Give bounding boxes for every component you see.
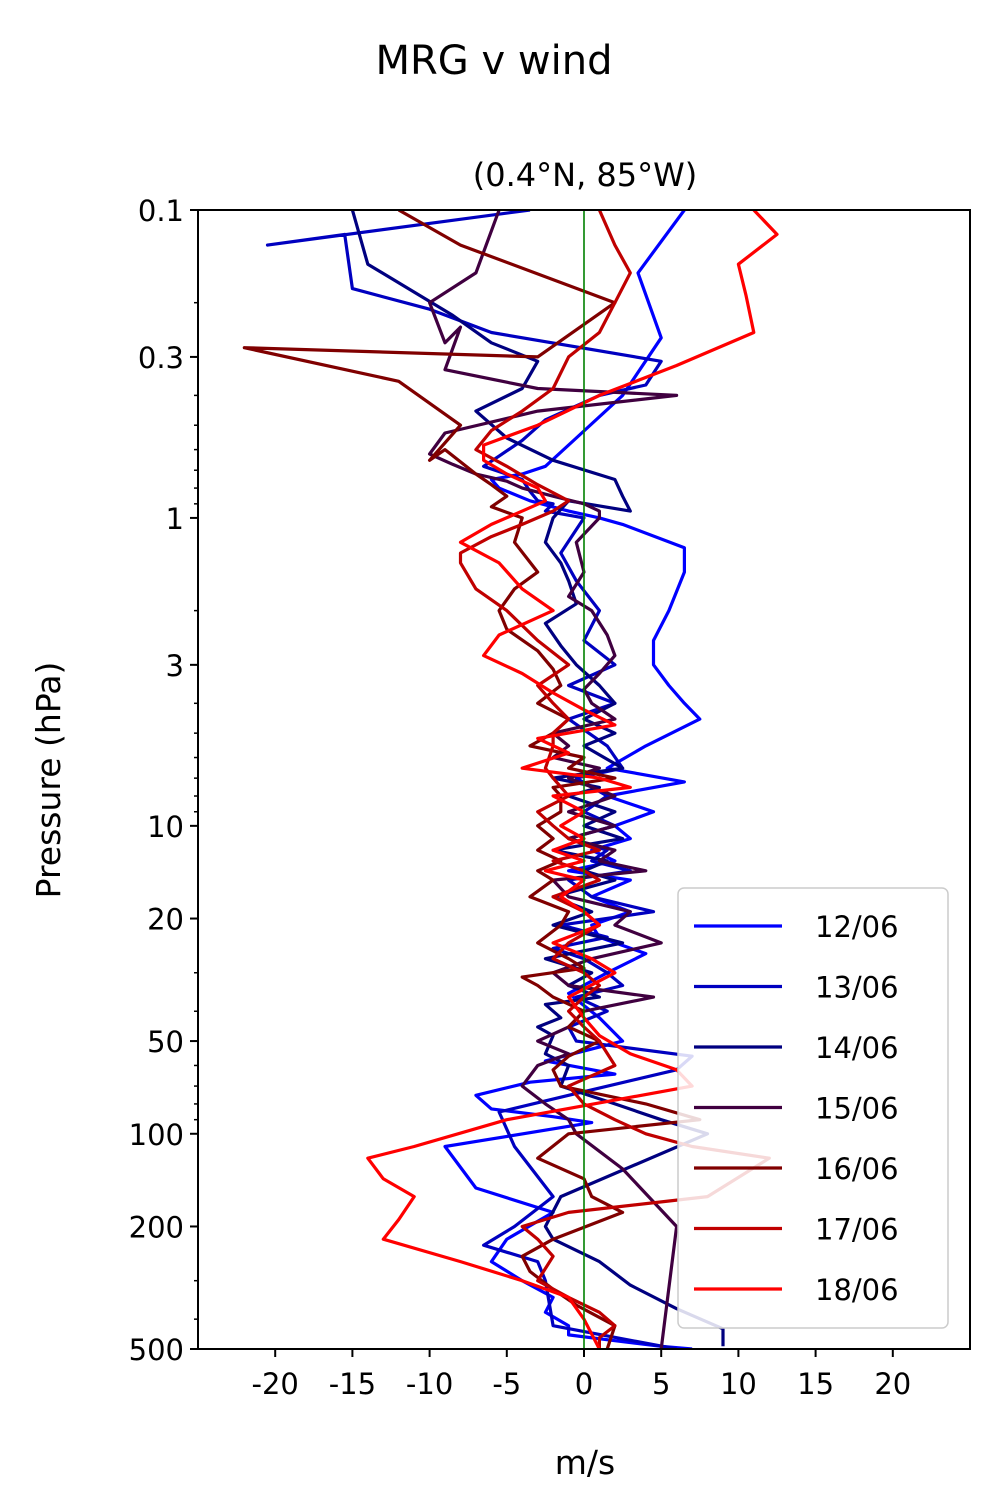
x-tick-label: 10 <box>720 1367 757 1401</box>
x-tick-label: -15 <box>329 1367 376 1401</box>
chart-suptitle: MRG v wind <box>376 38 613 84</box>
legend-label: 17/06 <box>815 1213 899 1247</box>
y-tick-label: 200 <box>129 1210 184 1244</box>
legend-label: 18/06 <box>815 1273 899 1307</box>
series-line-13-06 <box>265 210 694 1349</box>
y-axis: 0.1 0.3 1 3 10 20 50 100 200 500 <box>129 194 198 1367</box>
legend-label: 14/06 <box>815 1031 899 1065</box>
chart-title: (0.4°N, 85°W) <box>473 156 698 194</box>
y-tick-label: 100 <box>129 1118 184 1152</box>
legend-label: 13/06 <box>815 971 899 1005</box>
series-line-18-06 <box>366 210 779 1349</box>
plot-frame <box>197 209 971 1350</box>
x-tick-label: 20 <box>874 1367 911 1401</box>
y-tick-label: 10 <box>147 810 184 844</box>
x-tick-label: 0 <box>575 1367 593 1401</box>
series-line-16-06 <box>242 210 702 1349</box>
y-tick-label: 0.1 <box>138 194 184 228</box>
legend-label: 12/06 <box>815 910 899 944</box>
legend-box <box>677 887 949 1329</box>
y-tick-label: 500 <box>129 1333 184 1367</box>
y-tick-label: 20 <box>147 903 184 937</box>
x-tick-label: 15 <box>797 1367 834 1401</box>
y-tick-label: 3 <box>166 649 184 683</box>
x-tick-label: 5 <box>652 1367 670 1401</box>
y-tick-label: 1 <box>166 502 184 536</box>
y-axis-label: Pressure (hPa) <box>29 662 68 899</box>
x-tick-label: -10 <box>406 1367 453 1401</box>
legend-label: 15/06 <box>815 1092 899 1126</box>
x-tick-label: -20 <box>252 1367 299 1401</box>
legend-label: 16/06 <box>815 1152 899 1186</box>
legend: 12/06 13/06 14/06 15/06 16/06 17/06 18/06 <box>677 887 949 1329</box>
x-axis: -20 -15 -10 -5 0 5 10 15 20 <box>252 1349 911 1401</box>
y-tick-label: 50 <box>147 1025 184 1059</box>
x-axis-label: m/s <box>555 1443 615 1482</box>
x-tick-label: -5 <box>492 1367 521 1401</box>
y-tick-label: 0.3 <box>138 341 184 375</box>
